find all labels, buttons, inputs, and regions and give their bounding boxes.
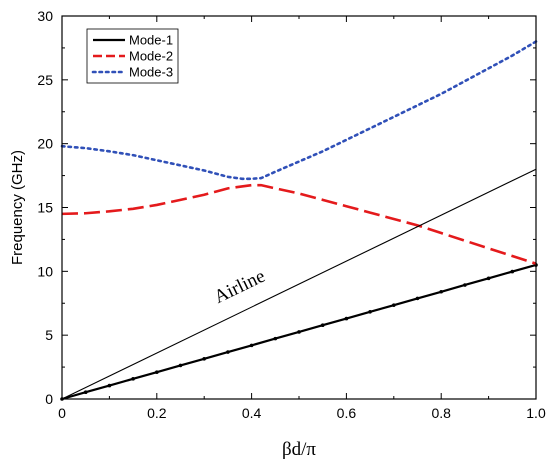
series-line-mode-2: [61, 183, 537, 265]
data-point-mode-1: [368, 310, 372, 314]
data-point-mode-1: [344, 316, 349, 321]
data-point-mode-1: [178, 363, 183, 368]
axis-tick-labels: 0 0.2 0.4 0.6 0.8 1.0 0 5 10 15 20 25 30: [37, 8, 546, 421]
x-axis-label: βd/π: [282, 439, 316, 460]
y-axis-label: Frequency (GHz): [9, 150, 26, 265]
plot-frame: [61, 15, 537, 400]
series-line-airline: [61, 168, 537, 400]
airline-annotation: Airline: [211, 266, 269, 308]
data-point-mode-1: [439, 289, 444, 294]
legend-label-mode-3: Mode-3: [129, 65, 173, 80]
y-tick-label: 0: [45, 391, 53, 407]
data-point-mode-1: [107, 383, 112, 388]
data-point-mode-1: [226, 350, 230, 354]
y-tick-label: 25: [37, 72, 53, 88]
y-tick-label: 30: [37, 8, 53, 24]
legend-entry-mode-2: Mode-2: [93, 49, 173, 64]
x-tick-label: 0.8: [431, 405, 451, 421]
series-line-mode-3: [60, 40, 538, 181]
legend-entry-mode-3: Mode-3: [91, 65, 173, 80]
x-tick-label: 0.6: [337, 405, 357, 421]
y-tick-label: 5: [45, 327, 53, 343]
data-point-mode-1: [83, 390, 88, 395]
data-point-mode-1: [155, 370, 159, 374]
y-tick-label: 10: [37, 263, 53, 279]
data-point-mode-1: [297, 330, 301, 334]
data-point-mode-1: [131, 377, 135, 381]
data-point-mode-1: [392, 303, 396, 307]
x-tick-label: 0.2: [147, 405, 167, 421]
data-point-mode-1: [249, 343, 254, 348]
data-point-mode-1: [486, 276, 491, 281]
data-point-mode-1: [463, 283, 467, 287]
y-tick-label: 15: [37, 200, 53, 216]
x-tick-label: 0.4: [242, 405, 262, 421]
legend: Mode-1 Mode-2 Mode-3: [86, 28, 179, 84]
data-point-mode-1: [415, 296, 420, 301]
data-point-mode-1: [273, 336, 278, 341]
data-point-mode-1: [510, 269, 515, 274]
legend-label-mode-2: Mode-2: [129, 49, 173, 64]
legend-box: [86, 28, 179, 84]
x-tick-label: 0: [58, 405, 66, 421]
series-lines: [60, 40, 538, 401]
y-tick-label: 20: [37, 136, 53, 152]
data-point-mode-1: [202, 356, 206, 361]
legend-entry-mode-1: Mode-1: [93, 33, 173, 48]
legend-label-mode-1: Mode-1: [129, 33, 173, 48]
x-tick-label: 1.0: [526, 405, 546, 421]
data-point-mode-1: [320, 323, 325, 328]
